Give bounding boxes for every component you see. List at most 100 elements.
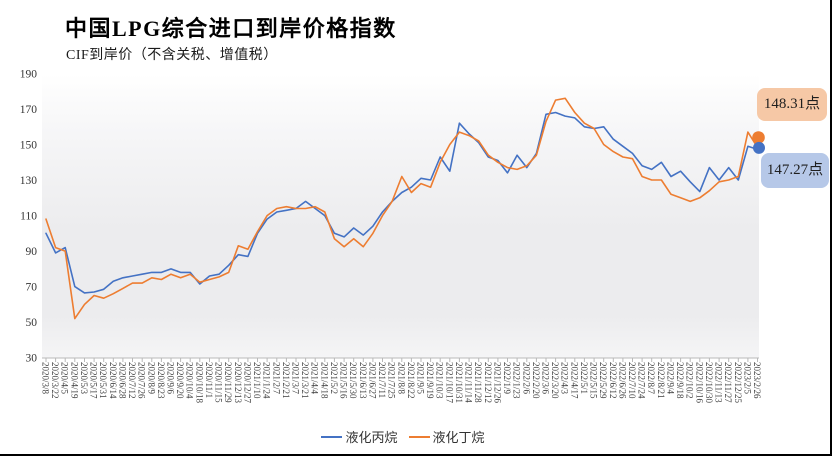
x-axis-label: 2021/5/16 — [339, 362, 349, 399]
x-axis-label: 2021/7/25 — [387, 362, 397, 399]
x-axis-label: 2021/10/31 — [454, 362, 464, 403]
butane-end-marker — [752, 131, 765, 144]
x-axis-label: 2022/11/13 — [714, 362, 724, 403]
y-axis-label: 170 — [20, 104, 38, 116]
x-axis-label: 2022/4/17 — [569, 362, 579, 399]
x-axis-label: 2021/4/18 — [319, 362, 329, 399]
x-axis-label: 2022/6/12 — [608, 362, 618, 399]
series-line-propane — [45, 111, 759, 294]
x-axis-label: 2020/4/5 — [60, 362, 70, 395]
x-axis-label: 2021/10/3 — [435, 362, 445, 399]
legend-label-propane: 液化丙烷 — [345, 430, 398, 445]
x-axis-label: 2020/4/19 — [69, 362, 79, 399]
x-axis-label: 2020/6/14 — [108, 362, 118, 399]
x-axis-label: 2022/5/29 — [598, 362, 608, 399]
x-axis-label: 2020/7/26 — [137, 362, 147, 399]
x-axis-label: 2020/5/31 — [98, 362, 108, 399]
x-axis-label: 2022/6/26 — [617, 362, 627, 399]
x-axis-label: 2020/5/3 — [79, 362, 89, 395]
y-axis-labels: 30 50 70 90 110 130 150 170 190 — [20, 69, 38, 365]
x-axis-label: 2022/7/24 — [637, 362, 647, 399]
plot-area-background — [42, 74, 759, 358]
x-axis-label: 2021/3/21 — [300, 362, 310, 399]
x-axis-label: 2021/2/21 — [281, 362, 291, 399]
series-lines — [45, 97, 759, 320]
y-axis-label: 50 — [26, 317, 38, 329]
legend: 液化丙烷 液化丁烷 — [0, 427, 806, 446]
x-axis-label: 2022/4/3 — [560, 362, 570, 395]
x-axis-label: 2022/10/30 — [704, 362, 714, 404]
series-line-butane — [45, 97, 759, 320]
x-axis-ticks — [42, 357, 759, 362]
x-axis-label: 2021/1/24 — [262, 362, 272, 399]
x-axis-label: 2021/1/10 — [252, 362, 262, 399]
x-axis-label: 2020/12/13 — [233, 362, 243, 404]
x-axis-label: 2020/11/29 — [223, 362, 233, 403]
x-axis-label: 2020/10/18 — [194, 362, 204, 404]
legend-item-butane: 液化丁烷 — [408, 427, 485, 446]
x-axis-label: 2022/7/10 — [627, 362, 637, 399]
x-axis-label: 2021/5/2 — [329, 362, 339, 394]
x-axis-label: 2021/4/4 — [310, 362, 320, 395]
x-axis-label: 2023/2/26 — [752, 362, 762, 399]
x-axis-label: 2022/2/6 — [521, 362, 531, 395]
x-axis-label: 2022/10/16 — [694, 362, 704, 404]
x-axis-label: 2021/5/30 — [348, 362, 358, 399]
x-axis-label: 2021/10/17 — [444, 362, 454, 404]
x-axis-label: 2022/9/18 — [675, 362, 685, 399]
x-axis-label: 2022/1/9 — [502, 362, 512, 395]
x-axis-label: 2022/1/23 — [512, 362, 522, 399]
x-axis-label: 2021/6/27 — [367, 362, 377, 399]
x-axis-label: 2021/8/22 — [406, 362, 416, 399]
x-axis-label: 2021/3/7 — [291, 362, 301, 395]
x-axis-label: 2021/6/13 — [358, 362, 368, 399]
propane-line-swatch-icon — [321, 435, 343, 438]
chart-title: 中国LPG综合进口到岸价格指数 — [65, 16, 397, 41]
x-axis-label: 2022/3/6 — [541, 362, 551, 395]
x-axis-label: 2021/12/26 — [492, 362, 502, 404]
x-axis-label: 2020/12/27 — [242, 362, 252, 404]
x-axis-label: 2020/3/8 — [41, 362, 51, 395]
x-axis-label: 2022/12/25 — [733, 362, 743, 404]
x-axis-label: 2020/9/20 — [175, 362, 185, 399]
x-axis-label: 2022/5/1 — [579, 362, 589, 394]
x-axis-label: 2020/7/12 — [127, 362, 137, 399]
x-axis-label: 2020/10/4 — [185, 362, 195, 399]
y-axis-label: 30 — [26, 353, 38, 365]
x-axis-label: 2022/8/21 — [656, 362, 666, 399]
x-axis-label: 2021/9/5 — [416, 362, 426, 395]
x-axis-label: 2021/8/8 — [396, 362, 406, 395]
x-axis-label: 2022/5/15 — [589, 362, 599, 399]
y-axis-label: 150 — [20, 140, 38, 152]
x-axis-label: 2021/11/28 — [473, 362, 483, 403]
y-axis-label: 110 — [20, 211, 37, 223]
x-axis-label: 2021/12/12 — [483, 362, 493, 403]
y-axis-label: 90 — [26, 246, 38, 258]
propane-latest-value-callout: 147.27点 — [761, 153, 829, 188]
x-axis-label: 2021/2/7 — [271, 362, 281, 395]
butane-latest-value-callout: 148.31点 — [757, 88, 827, 121]
x-axis-label: 2020/8/23 — [156, 362, 166, 399]
x-axis-label: 2022/8/7 — [646, 362, 656, 395]
legend-item-propane: 液化丙烷 — [321, 427, 398, 446]
x-axis-label: 2020/5/17 — [89, 362, 99, 399]
x-axis-label: 2022/3/20 — [550, 362, 560, 399]
x-axis-label: 2020/8/9 — [146, 362, 156, 395]
x-axis-label: 2021/11/14 — [464, 362, 474, 403]
x-axis-label: 2023/2/5 — [742, 362, 752, 395]
x-axis-label: 2022/2/20 — [531, 362, 541, 399]
x-axis-label: 2022/11/27 — [723, 362, 733, 403]
x-axis-label: 2020/6/28 — [117, 362, 127, 399]
legend-label-butane: 液化丁烷 — [432, 430, 485, 445]
x-axis-label: 2022/9/4 — [666, 362, 676, 395]
y-axis-label: 190 — [20, 69, 38, 81]
x-axis-label: 2022/10/2 — [685, 362, 695, 399]
end-markers — [752, 131, 765, 154]
x-axis-labels: 2020/3/8 2020/3/22 2020/4/5 2020/4/19 2020/5… — [41, 362, 763, 404]
x-axis-label: 2021/7/11 — [377, 362, 387, 398]
x-axis-label: 2020/11/1 — [204, 362, 214, 398]
butane-line-swatch-icon — [408, 435, 430, 438]
x-axis-label: 2020/9/6 — [166, 362, 176, 395]
